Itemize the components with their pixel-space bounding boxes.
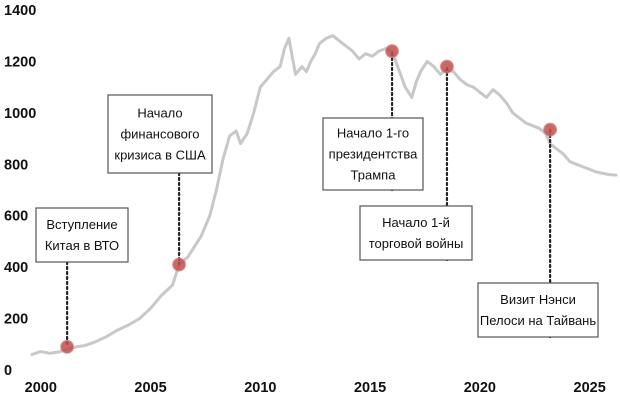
annotation-text: Начало xyxy=(137,106,182,121)
annotation-text: Китая в ВТО xyxy=(45,238,119,253)
event-marker xyxy=(439,59,454,74)
y-tick-label: 1400 xyxy=(4,3,36,19)
annotation-box xyxy=(35,207,129,263)
annotation-box xyxy=(322,117,424,191)
annotation-box xyxy=(477,282,599,338)
y-tick-label: 800 xyxy=(4,157,28,173)
y-tick-label: 200 xyxy=(4,312,28,328)
x-tick-label: 2010 xyxy=(244,380,276,396)
y-tick-label: 600 xyxy=(4,209,28,225)
annotation: Начало 1-го президентства Трампа xyxy=(322,44,424,192)
annotation: Вступление Китая в ВТО xyxy=(35,207,129,354)
annotation-text: президентства xyxy=(329,147,418,162)
annotation-text: Трампа xyxy=(351,168,397,183)
annotation-text: Пелоси на Тайвань xyxy=(480,313,597,328)
x-tick-label: 2005 xyxy=(134,380,166,396)
y-tick-label: 1000 xyxy=(4,106,36,122)
annotation-text: Начало 1-го xyxy=(337,126,409,141)
annotation: Начало 1-й торговой войны xyxy=(359,59,473,262)
annotation-box xyxy=(107,94,213,174)
event-marker xyxy=(60,339,75,354)
event-marker xyxy=(385,44,400,59)
x-tick-label: 2025 xyxy=(574,380,606,396)
x-tick-label: 2000 xyxy=(25,380,57,396)
event-marker xyxy=(172,257,187,272)
annotation-text: Начало 1-й xyxy=(382,215,450,230)
x-tick-label: 2015 xyxy=(354,380,386,396)
y-tick-label: 0 xyxy=(4,363,12,379)
y-tick-label: 400 xyxy=(4,260,28,276)
y-tick-label: 1200 xyxy=(4,54,36,70)
annotation-text: Визит Нэнси xyxy=(500,292,576,307)
series-line xyxy=(30,34,618,357)
annotation: Начало финансового кризиса в США xyxy=(107,94,213,272)
event-marker xyxy=(543,122,558,137)
annotation-text: финансового xyxy=(120,127,199,142)
y-axis-ticks: 0 200 400 600 800 1000 1200 1400 xyxy=(4,3,36,379)
x-axis-ticks: 2000 2005 2010 2015 2020 2025 xyxy=(25,380,606,396)
annotations: Вступление Китая в ВТО Начало финансового кр… xyxy=(35,44,599,354)
annotation-box xyxy=(359,205,473,261)
annotation-text: Вступление xyxy=(46,217,117,232)
annotation-text: торговой войны xyxy=(369,236,464,251)
annotation-text: кризиса в США xyxy=(114,148,206,163)
annotation: Визит Нэнси Пелоси на Тайвань xyxy=(477,122,599,339)
x-tick-label: 2020 xyxy=(464,380,496,396)
